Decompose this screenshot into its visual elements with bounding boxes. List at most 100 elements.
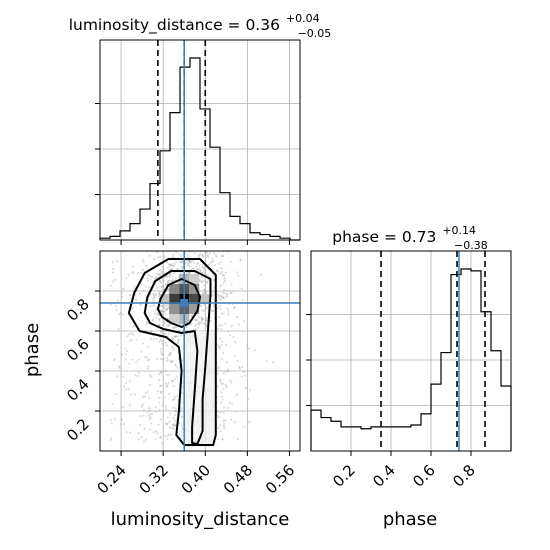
joint-sample-point xyxy=(160,286,163,289)
joint-sample-point xyxy=(211,309,214,312)
joint-sample-point xyxy=(240,375,243,378)
joint-sample-point xyxy=(223,406,226,409)
joint-sample-point xyxy=(234,340,237,344)
joint-sample-point xyxy=(169,412,172,415)
joint-sample-point xyxy=(222,288,226,291)
joint-sample-point xyxy=(157,256,160,259)
joint-sample-point xyxy=(177,339,180,342)
joint-sample-point xyxy=(204,252,207,255)
joint-sample-point xyxy=(169,433,173,436)
joint-sample-point xyxy=(166,281,169,284)
joint-sample-point xyxy=(220,284,223,287)
joint-sample-point xyxy=(171,379,174,382)
joint-density-cell xyxy=(199,294,210,304)
joint-sample-point xyxy=(155,309,158,312)
joint-sample-point xyxy=(148,407,151,410)
joint-sample-point xyxy=(158,373,161,376)
joint-sample-point xyxy=(175,251,178,254)
joint-sample-point xyxy=(170,267,173,270)
joint-sample-point xyxy=(124,358,127,361)
joint-sample-point xyxy=(197,255,200,258)
joint-sample-point xyxy=(115,392,118,396)
joint-sample-point xyxy=(146,390,149,393)
joint-sample-point xyxy=(170,268,173,271)
joint-sample-point xyxy=(201,266,204,269)
joint-sample-point xyxy=(211,309,214,313)
joint-sample-point xyxy=(159,338,162,342)
joint-sample-point xyxy=(222,419,225,422)
joint-sample-point xyxy=(159,357,163,360)
joint-sample-point xyxy=(187,264,190,267)
joint-sample-point xyxy=(124,388,127,391)
joint-sample-point xyxy=(236,315,239,319)
joint-sample-point xyxy=(170,280,173,283)
joint-sample-point xyxy=(140,405,143,408)
joint-sample-point xyxy=(159,384,162,387)
joint-sample-point xyxy=(176,341,179,344)
joint-sample-point xyxy=(152,304,156,307)
joint-sample-point xyxy=(203,266,206,269)
joint-sample-point xyxy=(213,305,216,308)
joint-sample-point xyxy=(118,365,121,368)
joint-sample-point xyxy=(147,359,150,362)
joint-sample-point xyxy=(158,401,161,404)
joint-sample-point xyxy=(201,254,204,257)
joint-sample-point xyxy=(230,324,233,327)
joint-sample-point xyxy=(227,313,230,316)
joint-sample-point xyxy=(245,387,248,390)
joint-sample-point xyxy=(158,280,161,283)
joint-sample-point xyxy=(173,262,176,265)
joint-sample-point xyxy=(186,263,190,266)
joint-sample-point xyxy=(218,345,221,348)
joint-sample-point xyxy=(152,295,155,298)
joint-sample-point xyxy=(203,304,206,307)
joint-sample-point xyxy=(146,367,149,370)
joint-frame xyxy=(99,250,301,452)
joint-sample-point xyxy=(199,253,202,256)
phase-x-tick-label: 0.2 xyxy=(329,461,359,491)
joint-sample-point xyxy=(248,421,251,424)
joint-sample-point xyxy=(141,269,144,272)
phase-title: phase = 0.73 +0.14 −0.38 xyxy=(332,220,487,252)
joint-sample-point xyxy=(143,355,147,359)
joint-sample-point xyxy=(222,422,225,425)
joint-sample-point xyxy=(150,375,153,378)
joint-sample-point xyxy=(115,308,118,311)
joint-sample-point xyxy=(113,357,116,361)
joint-sample-point xyxy=(149,337,153,340)
joint-sample-point xyxy=(147,414,150,417)
joint-sample-point xyxy=(222,424,226,428)
joint-density-cell xyxy=(189,284,200,294)
joint-sample-point xyxy=(205,251,209,254)
joint-sample-point xyxy=(159,331,162,334)
joint-sample-point xyxy=(202,267,205,270)
joint-sample-point xyxy=(148,254,151,257)
joint-sample-point xyxy=(197,320,200,323)
joint-sample-point xyxy=(217,315,221,318)
joint-sample-point xyxy=(195,327,198,331)
joint-sample-point xyxy=(272,361,275,364)
joint-sample-point xyxy=(169,280,172,283)
joint-sample-point xyxy=(188,272,191,275)
joint-sample-point xyxy=(195,318,198,322)
joint-sample-point xyxy=(221,254,224,257)
joint-sample-point xyxy=(144,392,147,395)
phase-y-tick-label: 0.4 xyxy=(63,375,93,405)
joint-sample-point xyxy=(221,255,224,258)
joint-sample-point xyxy=(175,335,178,338)
joint-sample-point xyxy=(217,262,220,265)
joint-sample-point xyxy=(129,393,132,396)
joint-sample-point xyxy=(158,378,161,382)
joint-sample-point xyxy=(109,284,112,287)
joint-sample-point xyxy=(181,415,184,418)
joint-sample-point xyxy=(235,410,238,413)
joint-sample-point xyxy=(176,395,179,398)
joint-sample-point xyxy=(118,366,121,369)
joint-sample-point xyxy=(213,303,216,306)
joint-sample-point xyxy=(164,405,167,408)
joint-density-cell xyxy=(169,284,180,294)
joint-sample-point xyxy=(174,364,177,367)
joint-sample-point xyxy=(128,294,131,297)
joint-sample-point xyxy=(119,311,122,314)
joint-sample-point xyxy=(230,402,233,405)
